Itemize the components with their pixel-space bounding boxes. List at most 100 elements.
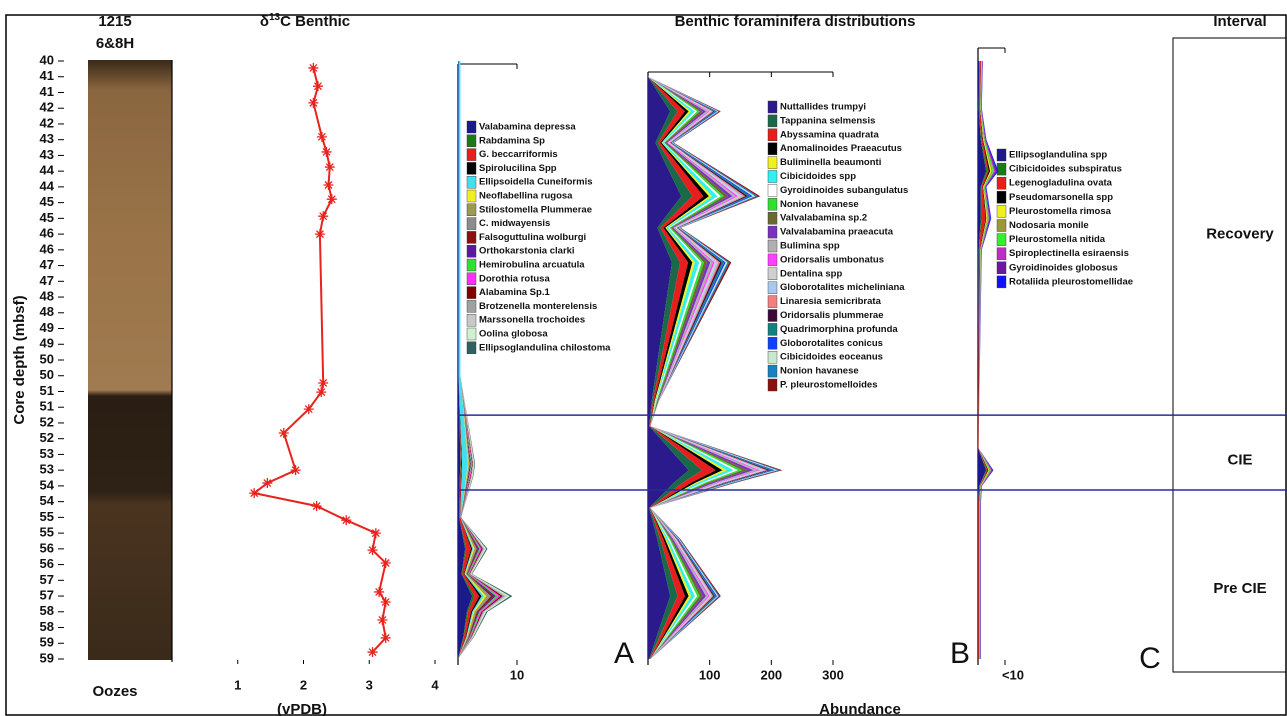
legend-label: Bulimina spp [780, 241, 840, 252]
y-tick-label: 49 [40, 320, 54, 335]
legend-swatch [768, 310, 777, 322]
y-tick-label: 47 [40, 273, 54, 288]
data-point [318, 211, 328, 221]
x-tick-label: 4 [431, 677, 439, 692]
legend-label: Legenogladulina ovata [1009, 178, 1113, 189]
legend-swatch [768, 337, 777, 349]
y-tick-label: 56 [40, 540, 54, 555]
legend-swatch [467, 287, 476, 299]
legend-swatch [467, 162, 476, 174]
data-point [381, 597, 391, 607]
legend-swatch [997, 149, 1006, 161]
legend-label: Ellipsoidella Cuneiformis [479, 177, 593, 188]
data-point [249, 488, 259, 498]
title-part: 13 [269, 12, 281, 23]
y-tick-label: 41 [40, 84, 54, 99]
y-tick-label: 44 [40, 163, 55, 178]
legend-swatch [997, 234, 1006, 246]
data-point [381, 633, 391, 643]
legend-label: Orthokarstonia clarki [479, 246, 575, 257]
legend-swatch [997, 248, 1006, 260]
legend-swatch [768, 365, 777, 377]
chart-title: Interval [1213, 13, 1266, 30]
y-tick-label: 55 [40, 525, 54, 540]
y-tick-label: 41 [40, 68, 54, 83]
legend-swatch [768, 296, 777, 308]
data-point [377, 615, 387, 625]
legend-label: Pleurostomella nitida [1009, 234, 1106, 245]
legend-swatch [467, 342, 476, 354]
legend-label: Ellipsoglandulina spp [1009, 150, 1107, 161]
data-point [317, 132, 327, 142]
legend-swatch [768, 323, 777, 335]
data-point [308, 98, 318, 108]
chart-title: δ13C Benthic [260, 12, 350, 30]
chart-title: Benthic foraminifera distributions [675, 13, 916, 30]
legend-swatch [467, 231, 476, 243]
data-point [341, 515, 351, 525]
legend-label: Brotzenella monterelensis [479, 301, 597, 312]
y-tick-label: 49 [40, 336, 54, 351]
legend-label: Nuttallides trumpyi [780, 102, 866, 113]
interval-label: Pre CIE [1213, 580, 1266, 597]
y-tick-label: 58 [40, 603, 54, 618]
y-tick-label: 50 [40, 351, 54, 366]
legend-label: G. beccarriformis [479, 149, 558, 160]
legend-swatch [467, 273, 476, 285]
legend-label: Gyroidinoides subangulatus [780, 185, 908, 196]
y-tick-label: 43 [40, 147, 54, 162]
legend-label: Nonion havanese [780, 199, 859, 210]
legend-label: Nonion havanese [780, 366, 859, 377]
y-tick-label: 59 [40, 650, 54, 665]
panel-label: A [614, 637, 634, 670]
data-point [381, 558, 391, 568]
legend-label: Oolina globosa [479, 329, 548, 340]
legend-swatch [768, 226, 777, 238]
data-point [368, 647, 378, 657]
legend-label: Ellipsoglandulina chilostoma [479, 342, 611, 353]
y-tick-label: 59 [40, 635, 54, 650]
y-tick-label: 46 [40, 226, 54, 241]
legend-swatch [467, 149, 476, 161]
y-tick-label: 42 [40, 115, 54, 130]
data-point [312, 501, 322, 511]
legend-swatch [467, 121, 476, 133]
legend-swatch [768, 171, 777, 183]
legend-swatch [467, 190, 476, 202]
core-label: 6&8H [96, 35, 134, 52]
y-tick-label: 48 [40, 288, 54, 303]
legend-label: Valvalabamina sp.2 [780, 213, 867, 224]
legend-label: Cibicidoides subspiratus [1009, 164, 1122, 175]
legend-label: Dentalina spp [780, 268, 842, 279]
legend-label: Pseudomarsonella spp [1009, 192, 1113, 203]
legend-label: Marssonella trochoides [479, 315, 585, 326]
legend-swatch [467, 176, 476, 188]
legend-label: Neoflabellina rugosa [479, 191, 573, 202]
x-tick-label: 2 [300, 677, 307, 692]
legend-label: Gyroidinoides globosus [1009, 262, 1118, 273]
y-tick-label: 44 [40, 178, 55, 193]
legend-swatch [997, 163, 1006, 175]
y-tick-label: 55 [40, 509, 54, 524]
y-tick-label: 58 [40, 619, 54, 634]
legend-label: Spirolucilina Spp [479, 163, 557, 174]
legend-label: Dorothia rotusa [479, 273, 550, 284]
x-tick-label: 200 [760, 667, 782, 682]
legend-swatch [768, 351, 777, 363]
legend-swatch [768, 143, 777, 155]
legend-swatch [768, 184, 777, 196]
legend-label: Nodosaria monile [1009, 220, 1089, 231]
y-tick-label: 57 [40, 587, 54, 602]
y-tick-label: 57 [40, 572, 54, 587]
title-part: δ [260, 13, 269, 30]
legend-swatch [768, 268, 777, 280]
interval-label: CIE [1227, 452, 1252, 469]
data-point [325, 162, 335, 172]
legend-swatch [997, 262, 1006, 274]
legend-label: Pleurostomella rimosa [1009, 206, 1112, 217]
data-line [254, 68, 386, 652]
legend-label: Buliminella beaumonti [780, 157, 881, 168]
legend-label: Spiroplectinella esiraensis [1009, 248, 1129, 259]
y-tick-label: 40 [40, 52, 54, 67]
legend-swatch [768, 198, 777, 210]
